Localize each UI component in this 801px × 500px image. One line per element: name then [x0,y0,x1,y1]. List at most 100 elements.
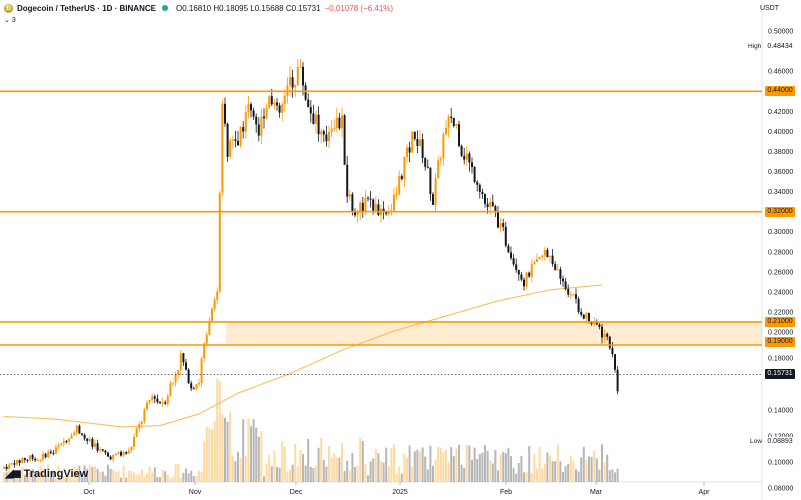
volume-bar [218,381,221,482]
volume-bar [471,459,473,482]
volume-bar [421,447,424,482]
volume-bar [577,471,580,482]
volume-bar [614,472,616,482]
candle-body [429,167,432,194]
volume-bar [512,468,515,482]
indicators-toggle[interactable]: ⌄ 3 [4,17,16,24]
volume-bar [159,477,161,482]
volume-bar [75,467,78,482]
candle-body [595,321,598,325]
symbol-title[interactable]: Dogecoin / TetherUS · 1D · BINANCE [17,3,156,13]
volume-bar [473,447,476,482]
candle-body [10,463,13,465]
candle-body [244,112,247,132]
candle-body [8,464,11,470]
volume-bar [231,455,234,482]
volume-bar [343,471,346,482]
volume-bar [166,474,169,482]
volume-bar [242,419,245,482]
candle-body [130,446,133,451]
level-tag-021: 0.21000 [765,317,795,327]
volume-bar [424,456,427,482]
candle-body [122,452,125,456]
candle-body [151,396,154,401]
volume-bar [307,438,310,482]
candle-body [117,451,120,454]
volume-bar [429,445,432,482]
candle-body [325,134,328,142]
volume-bar [86,468,89,482]
candle-body [276,102,278,106]
volume-bar [564,466,567,482]
volume-bar [325,466,328,482]
volume-bar [42,469,44,482]
candle-body [91,438,94,447]
volume-bar [161,469,164,482]
candle-body [278,105,281,113]
market-status-icon [161,5,168,11]
volume-bar [57,465,60,482]
volume-bar [52,471,55,482]
volume-bar [372,458,375,482]
volume-bar [70,472,73,482]
volume-bar [468,445,471,482]
volume-bar [460,464,463,482]
volume-bar [247,418,250,482]
candle-body [510,252,512,259]
candle-body [437,160,440,179]
candle-body [5,466,8,470]
y-tick-label: 0.18000 [768,356,793,363]
volume-bar [369,461,372,482]
candle-body [120,451,122,456]
candle-body [577,298,580,312]
volume-bar [140,469,143,482]
x-tick-label: Dec [290,489,303,496]
volume-bar [559,461,562,482]
volume-bar [299,450,302,482]
candle-body [580,311,583,315]
volume-bar [333,453,336,482]
candle-body [320,131,323,135]
candle-body [172,382,174,384]
candle-body [463,155,466,160]
currency-label[interactable]: USDT [759,5,779,12]
candle-body [200,358,203,384]
candle-body [606,333,609,337]
moving-average-line [3,284,603,428]
volume-bar [289,469,291,482]
chart-header: Ð Dogecoin / TetherUS · 1D · BINANCE O0.… [0,0,393,16]
volume-bar [3,471,5,482]
candle-body [138,424,141,429]
level-tag-032: 0.32000 [765,207,795,217]
candle-body [317,114,320,135]
candle-body [593,321,596,324]
candle-body [585,313,588,319]
candle-body [315,114,317,124]
volume-bar [603,462,606,482]
candle-body [304,85,307,100]
candle-body [164,402,167,404]
candle-body [322,131,325,135]
volume-bar [281,441,284,482]
candle-body [190,383,193,389]
candle-body [354,211,356,216]
candle-body [546,249,549,258]
volume-bar [244,456,247,482]
candle-body [62,441,65,444]
volume-bar [406,457,408,482]
volume-bar [60,476,63,482]
candle-body [231,139,234,141]
candle-body [294,85,297,88]
candle-body [447,116,450,128]
tradingview-logo[interactable]: ◢◼ TradingView [5,467,88,481]
volume-bar [390,448,393,482]
candle-body [356,212,359,216]
candle-body [382,208,385,213]
volume-bar [304,465,307,482]
candle-body [182,353,185,363]
candle-body [442,134,445,159]
volume-bar [169,477,172,482]
volume-bar [265,463,268,482]
y-tick-label: 0.36000 [768,169,793,176]
